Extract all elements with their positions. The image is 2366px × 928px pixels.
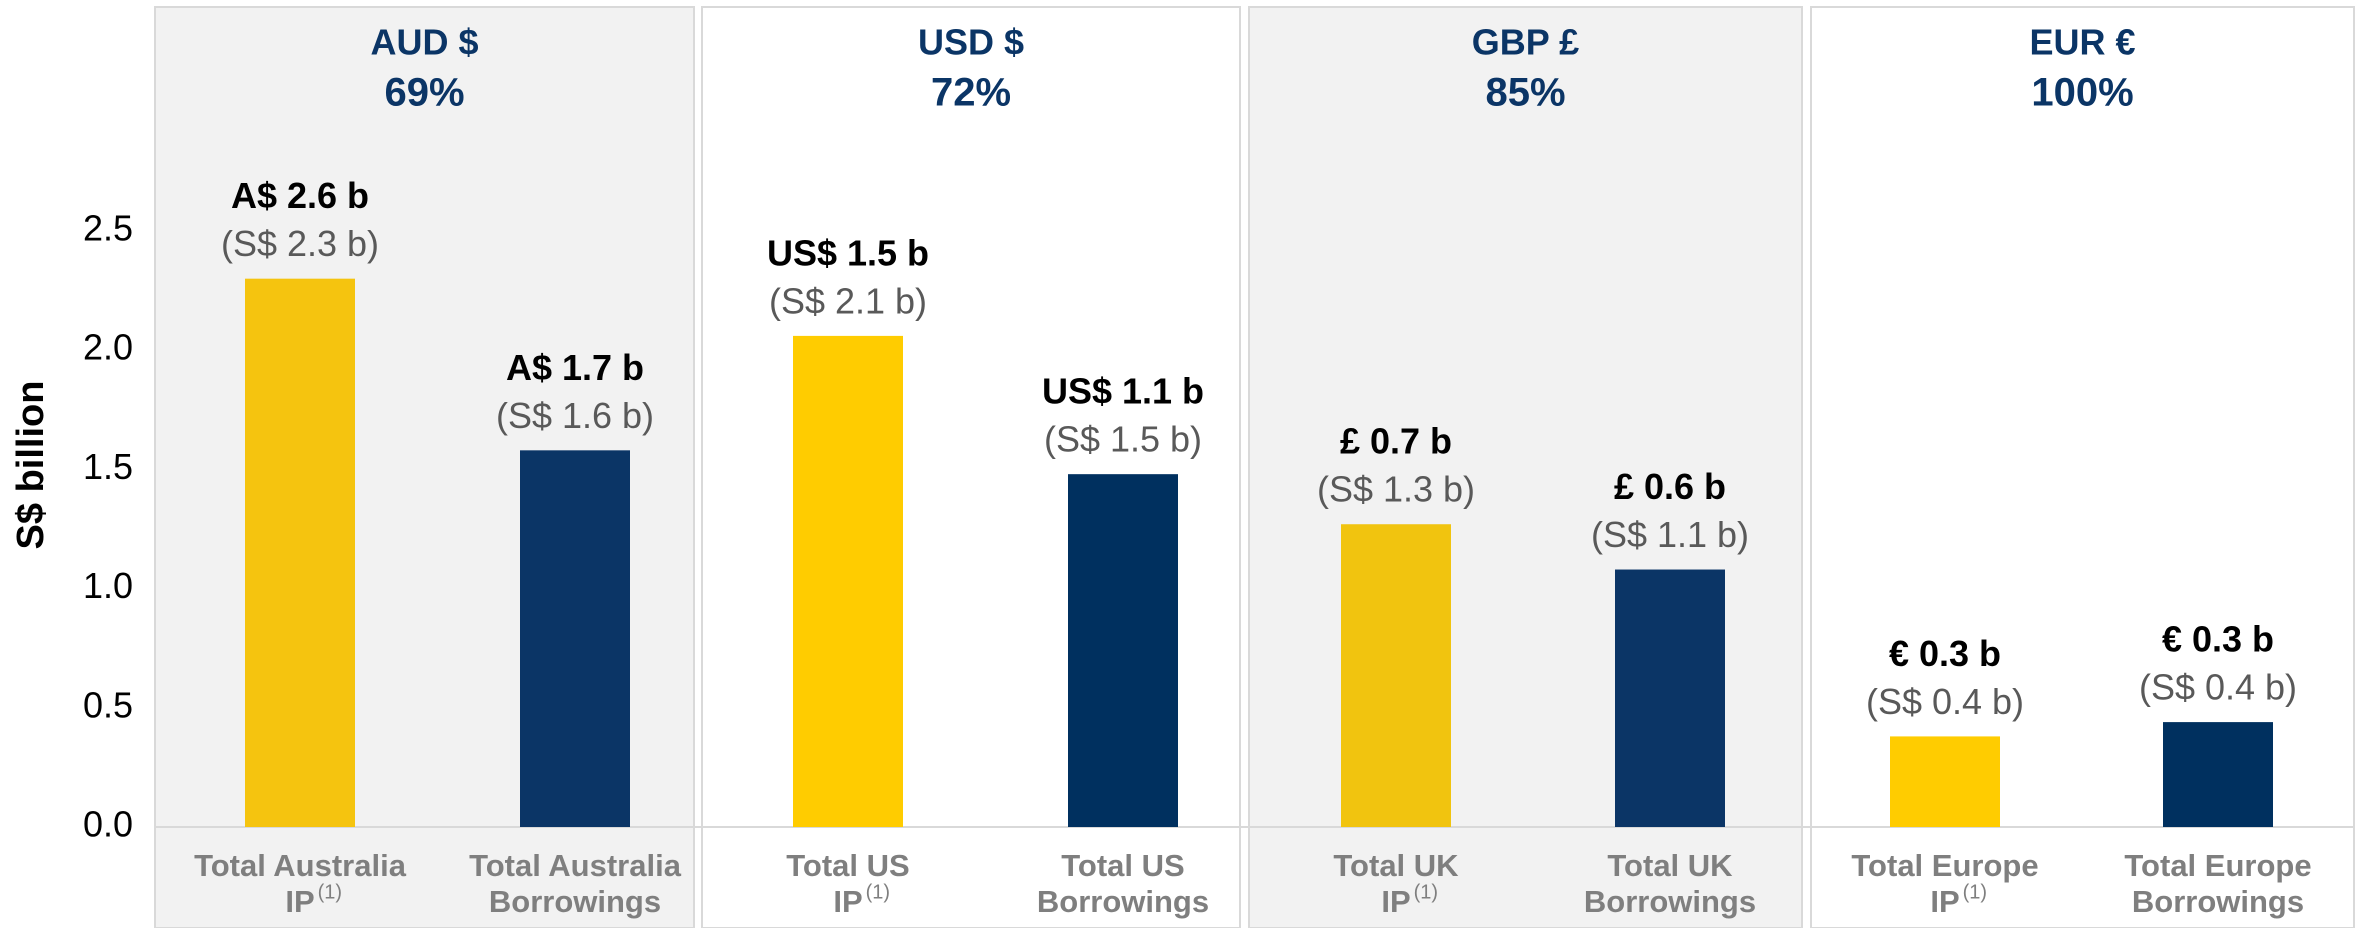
value-label: (S$ 1.6 b) [496, 395, 654, 436]
footnote-marker: (1) [1414, 881, 1438, 903]
y-tick-label: 1.0 [83, 565, 133, 606]
value-label: (S$ 1.3 b) [1317, 469, 1475, 510]
value-label: (S$ 0.4 b) [2139, 667, 2297, 708]
value-label: (S$ 2.1 b) [769, 280, 927, 321]
footnote-marker: (1) [866, 881, 890, 903]
native-value-label: € 0.3 b [2162, 619, 2274, 660]
native-value-label: A$ 2.6 b [231, 175, 369, 216]
x-tick-label: Borrowings [1037, 884, 1209, 919]
x-tick-label: Total Australia [469, 848, 682, 883]
native-value-label: US$ 1.5 b [767, 232, 929, 273]
x-tick-label: IP [285, 884, 314, 919]
x-tick-label: Total US [1061, 848, 1184, 883]
y-tick-label: 0.0 [83, 804, 133, 845]
footnote-marker: (1) [318, 881, 342, 903]
footnote-marker: (1) [1963, 881, 1987, 903]
native-value-label: £ 0.6 b [1614, 466, 1726, 507]
hedge-ratio: 72% [931, 71, 1011, 115]
native-value-label: € 0.3 b [1889, 633, 2001, 674]
x-tick-label: IP [1930, 884, 1959, 919]
x-tick-label: IP [833, 884, 862, 919]
native-value-label: US$ 1.1 b [1042, 371, 1204, 412]
hedge-ratio: 85% [1485, 71, 1565, 115]
bar [2163, 722, 2273, 827]
bar [1890, 736, 2000, 827]
y-tick-label: 2.0 [83, 327, 133, 368]
native-value-label: £ 0.7 b [1340, 421, 1452, 462]
bar [1341, 524, 1451, 827]
currency-label: EUR € [2029, 22, 2135, 63]
x-tick-label: Total Europe [1851, 848, 2038, 883]
x-tick-label: Borrowings [1584, 884, 1756, 919]
x-tick-label: Borrowings [489, 884, 661, 919]
hedge-ratio: 69% [384, 71, 464, 115]
native-value-label: A$ 1.7 b [506, 347, 644, 388]
bar [1068, 474, 1178, 827]
y-tick-label: 2.5 [83, 208, 133, 249]
x-tick-label: Total UK [1333, 848, 1459, 883]
y-tick-label: 0.5 [83, 684, 133, 725]
value-label: (S$ 2.3 b) [221, 223, 379, 264]
bar [520, 450, 630, 827]
currency-label: GBP £ [1472, 22, 1579, 63]
y-tick-label: 1.5 [83, 446, 133, 487]
y-axis-label: S$ billion [10, 381, 52, 550]
value-label: (S$ 1.1 b) [1591, 514, 1749, 555]
bar [1615, 569, 1725, 827]
x-tick-label: Total UK [1607, 848, 1733, 883]
x-tick-label: Total US [786, 848, 909, 883]
currency-label: USD $ [918, 22, 1024, 63]
x-tick-label: Borrowings [2132, 884, 2304, 919]
x-tick-label: Total Europe [2124, 848, 2311, 883]
bar [245, 278, 355, 827]
bar [793, 335, 903, 827]
hedge-ratio: 100% [2031, 71, 2133, 115]
value-label: (S$ 1.5 b) [1044, 419, 1202, 460]
currency-label: AUD $ [370, 22, 478, 63]
x-tick-label: IP [1381, 884, 1410, 919]
x-tick-label: Total Australia [194, 848, 407, 883]
value-label: (S$ 0.4 b) [1866, 681, 2024, 722]
